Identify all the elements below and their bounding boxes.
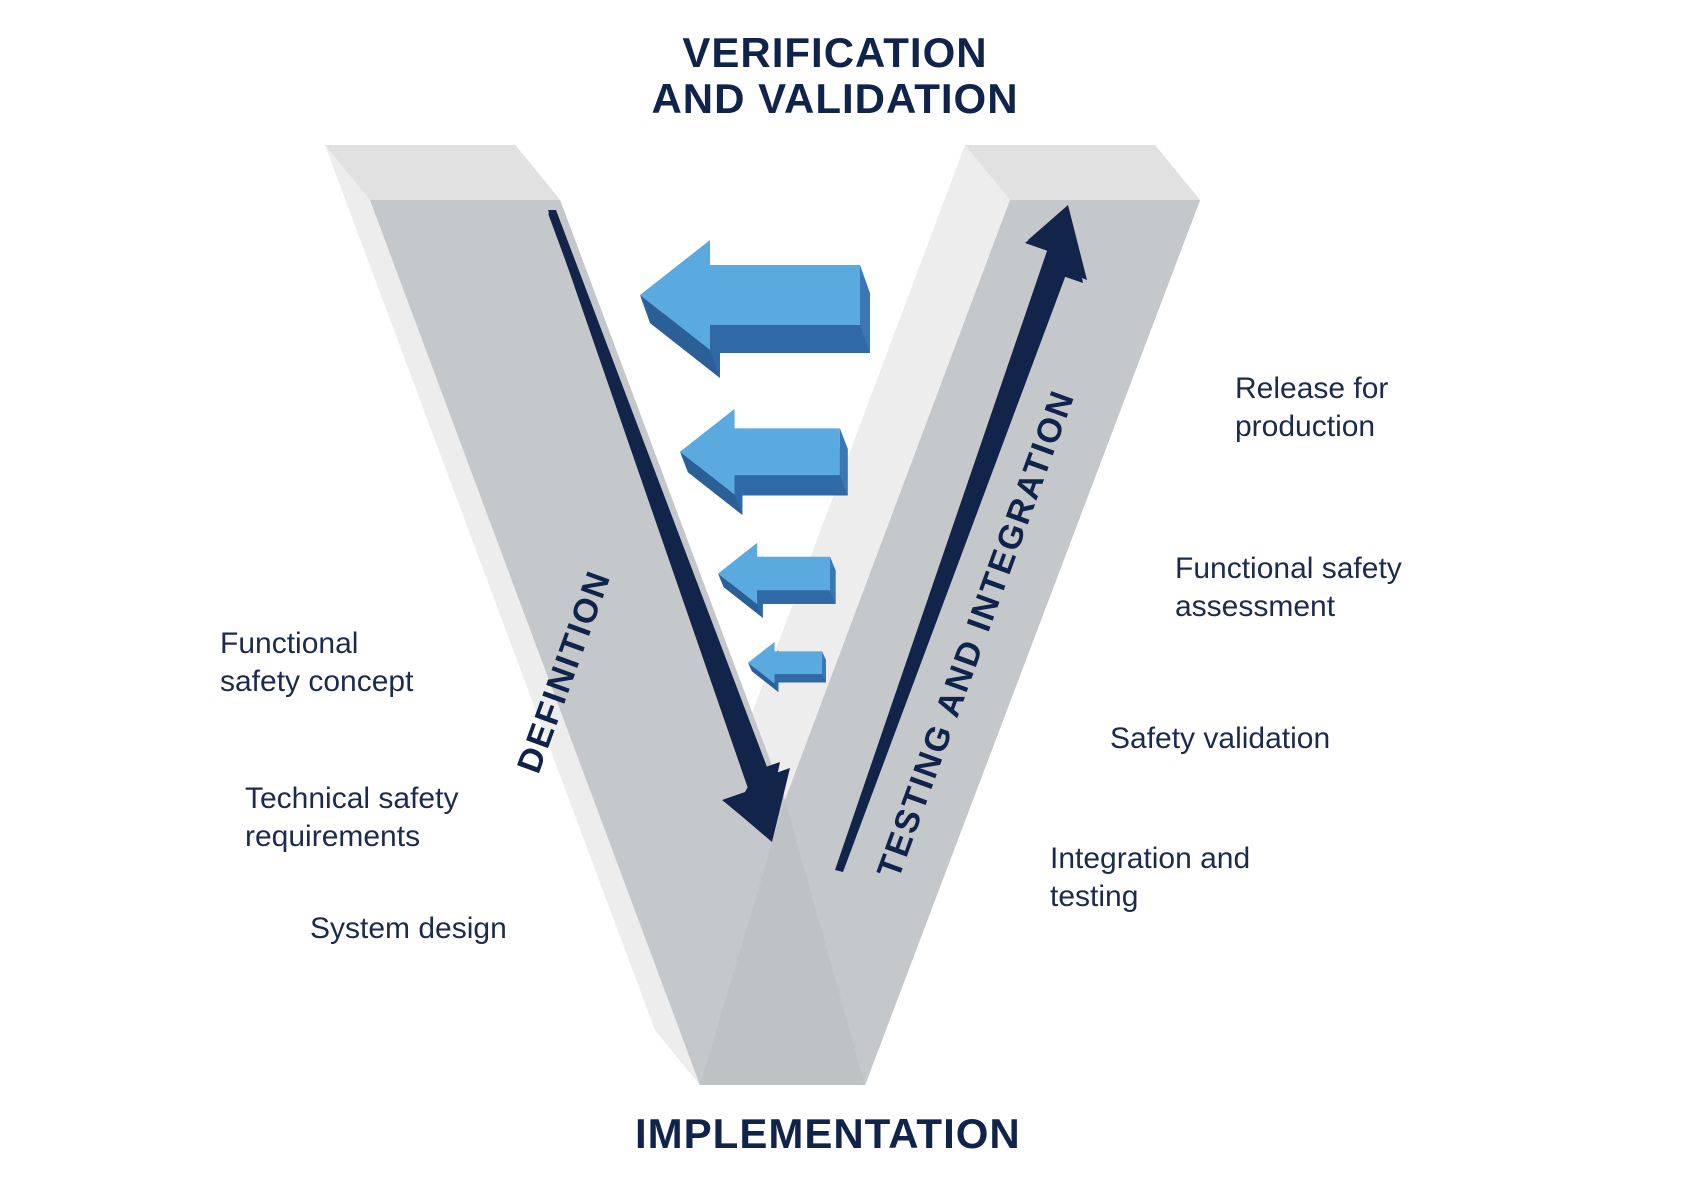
left-item-2: System design [310,910,570,948]
v-model-diagram: VERIFICATION AND VALIDATION IMPLEMENTATI… [0,0,1688,1196]
right-item-1: Functional safetyassessment [1175,550,1475,625]
title-bottom: IMPLEMENTATION [635,1110,1021,1158]
right-item-2: Safety validation [1110,720,1410,758]
left-item-0: Functionalsafety concept [220,625,480,700]
right-item-0: Release forproduction [1235,370,1495,445]
left-item-1: Technical safetyrequirements [245,780,535,855]
title-top: VERIFICATION AND VALIDATION [555,30,1115,122]
right-item-3: Integration andtesting [1050,840,1330,915]
title-top-line2: AND VALIDATION [651,75,1018,122]
title-top-line1: VERIFICATION [682,29,987,76]
